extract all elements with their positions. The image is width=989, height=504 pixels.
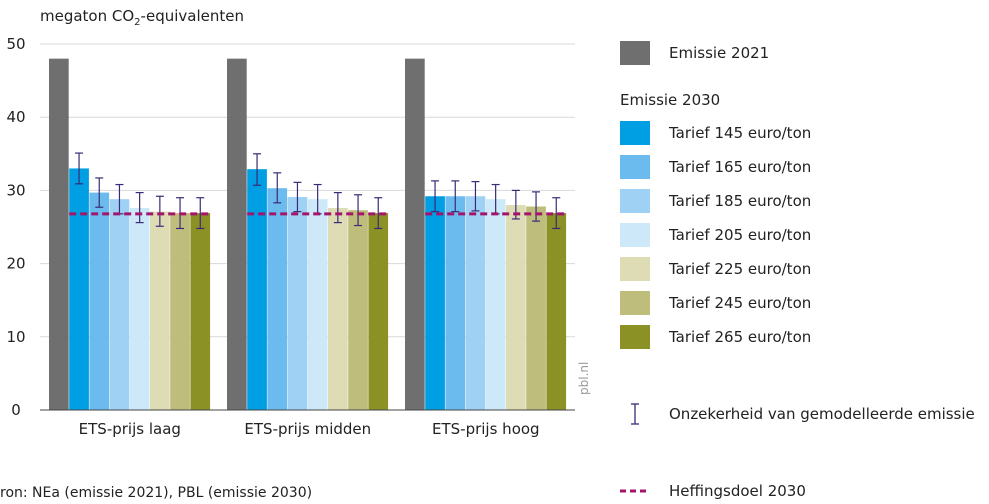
dashed-line-icon: [620, 489, 650, 493]
legend-item: Tarief 265 euro/ton: [620, 324, 811, 350]
y-tick-label: 20: [6, 255, 25, 273]
legend-label: Heffingsdoel 2030: [669, 482, 806, 500]
legend-item: Tarief 185 euro/ton: [620, 188, 811, 214]
y-tick-label: 30: [6, 181, 25, 199]
bar: [150, 211, 170, 410]
bar: [307, 199, 328, 410]
legend-swatch: [620, 223, 650, 247]
bar: [445, 196, 466, 410]
legend-label: Tarief 165 euro/ton: [669, 158, 812, 176]
bar: [69, 168, 89, 410]
bar: [506, 205, 526, 410]
legend-swatch: [620, 121, 650, 145]
bar: [109, 199, 130, 410]
legend-label: Tarief 265 euro/ton: [669, 328, 812, 346]
bar: [89, 192, 110, 410]
y-tick-label: 0: [11, 401, 21, 419]
bar: [546, 213, 567, 410]
source-note: ron: NEa (emissie 2021), PBL (emissie 20…: [0, 485, 313, 501]
legend-item-target: Heffingsdoel 2030: [620, 478, 806, 504]
legend-item: Tarief 245 euro/ton: [620, 290, 811, 316]
legend-item: Tarief 145 euro/ton: [620, 120, 811, 146]
bar: [190, 213, 211, 410]
legend-label: Tarief 205 euro/ton: [669, 226, 812, 244]
legend-label: Tarief 185 euro/ton: [669, 192, 812, 210]
legend-swatch: [620, 189, 650, 213]
legend-group-heading: Emissie 2030: [620, 91, 721, 109]
bar: [129, 207, 150, 410]
bar: [170, 213, 190, 410]
y-axis-unit-label: megaton CO2-equivalenten: [40, 7, 244, 28]
x-tick-label: ETS-prijs laag: [79, 420, 181, 438]
legend-swatch: [620, 257, 650, 281]
bar: [247, 169, 267, 410]
y-tick-label: 10: [6, 328, 25, 346]
bar: [425, 196, 445, 410]
x-tick-label: ETS-prijs midden: [244, 420, 371, 438]
legend-swatch: [620, 291, 650, 315]
legend-label: Tarief 245 euro/ton: [669, 294, 812, 312]
y-tick-label: 40: [6, 108, 25, 126]
bar: [328, 207, 348, 410]
legend: Emissie 2021 Emissie 2030 Tarief 145 eur…: [620, 0, 989, 500]
bar: [526, 206, 546, 410]
bar: [368, 213, 389, 410]
legend-item: Tarief 225 euro/ton: [620, 256, 811, 282]
y-tick-label: 50: [6, 35, 25, 53]
x-tick-label: ETS-prijs hoog: [432, 420, 540, 438]
legend-item: Tarief 205 euro/ton: [620, 222, 811, 248]
legend-swatch: [620, 325, 650, 349]
legend-item: Tarief 165 euro/ton: [620, 154, 811, 180]
legend-swatch: [620, 155, 650, 179]
bar: [485, 199, 506, 410]
bar: [465, 196, 486, 410]
legend-swatch: [620, 41, 650, 65]
legend-label: Onzekerheid van gemodelleerde emissie: [669, 405, 975, 423]
watermark: pbl.nl: [577, 361, 591, 395]
legend-label: Tarief 145 euro/ton: [669, 124, 812, 142]
errorbar-icon: [631, 403, 639, 425]
bar: [227, 58, 247, 410]
bar: [267, 188, 288, 410]
bar-chart: 0 10 20 30 40 50 ETS-prijs laag ETS-prijs midde…: [6, 35, 575, 438]
legend-label: Tarief 225 euro/ton: [669, 260, 812, 278]
bar: [49, 58, 69, 410]
bar: [348, 210, 368, 410]
legend-label: Emissie 2021: [669, 44, 770, 62]
bar: [405, 58, 425, 410]
legend-item-uncertainty: Onzekerheid van gemodelleerde emissie: [620, 401, 975, 427]
bar: [287, 196, 308, 410]
legend-item-emissie-2021: Emissie 2021: [620, 40, 769, 66]
